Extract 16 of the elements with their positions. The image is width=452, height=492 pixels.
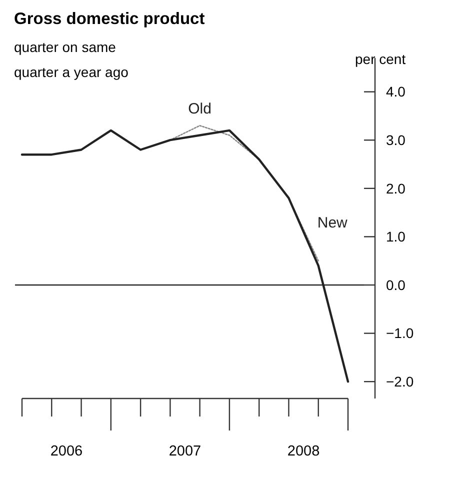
y-tick-label: 4.0 (386, 84, 406, 100)
y-axis-title: per cent (355, 51, 406, 67)
series-label: New (317, 214, 348, 232)
text: 2007 (168, 444, 202, 460)
text: 2006 (50, 444, 83, 460)
line-series (20, 129, 350, 383)
y-tick-label: −2.0 (386, 374, 414, 390)
chart-title: Gross domestic product (14, 10, 206, 28)
series-label: Old (188, 100, 212, 118)
text: 2008 (287, 444, 320, 460)
y-tick-label: −1.0 (386, 325, 414, 342)
y-tick-label: 1.0 (386, 228, 406, 245)
chart-subtitle: quarter on same quarter a year ago (14, 39, 129, 80)
y-tick-label: 3.0 (386, 132, 406, 148)
y-tick-label: 0.0 (386, 276, 406, 293)
y-tick-label: 2.0 (386, 180, 406, 196)
